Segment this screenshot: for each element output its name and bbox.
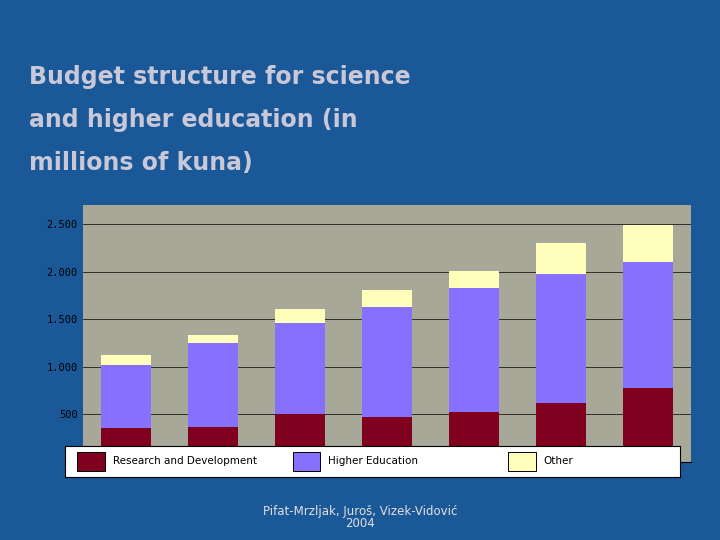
Text: Other: Other: [544, 456, 574, 466]
Text: Budget structure for science: Budget structure for science: [29, 65, 410, 89]
Bar: [101, 365, 151, 428]
Bar: [361, 290, 413, 307]
Bar: [101, 355, 151, 365]
FancyBboxPatch shape: [77, 453, 105, 470]
Bar: [361, 417, 413, 462]
Bar: [536, 403, 586, 462]
FancyBboxPatch shape: [508, 453, 536, 470]
Text: and higher education (in: and higher education (in: [29, 108, 357, 132]
Text: Higher Education: Higher Education: [328, 456, 418, 466]
Bar: [449, 413, 499, 462]
Bar: [536, 274, 586, 403]
Bar: [449, 288, 499, 413]
Bar: [536, 243, 586, 274]
Bar: [275, 414, 325, 462]
Text: 2004: 2004: [345, 517, 375, 530]
Bar: [623, 388, 673, 462]
Bar: [188, 427, 238, 462]
Bar: [188, 335, 238, 343]
Bar: [623, 225, 673, 262]
Text: Pifat-Mrzljak, Juroš, Vizek-Vidović: Pifat-Mrzljak, Juroš, Vizek-Vidović: [263, 505, 457, 518]
Bar: [101, 428, 151, 462]
Bar: [188, 343, 238, 427]
Text: Research and Development: Research and Development: [113, 456, 257, 466]
Bar: [275, 323, 325, 414]
Bar: [623, 262, 673, 388]
Bar: [361, 307, 413, 417]
Bar: [275, 309, 325, 323]
FancyBboxPatch shape: [292, 453, 320, 470]
Text: millions of kuna): millions of kuna): [29, 151, 253, 175]
Bar: [449, 271, 499, 288]
